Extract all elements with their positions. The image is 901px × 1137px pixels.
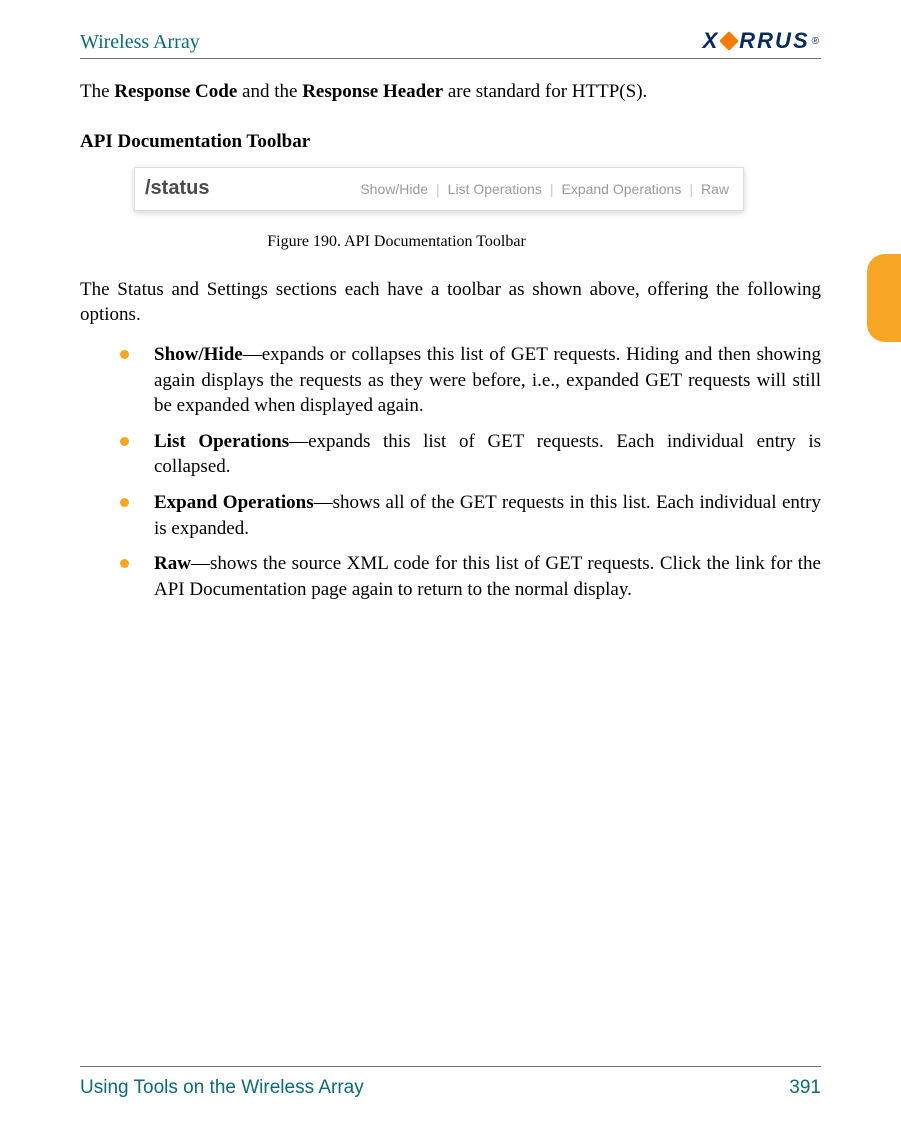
footer-left: Using Tools on the Wireless Array bbox=[80, 1077, 364, 1099]
bullet-desc: —expands or collapses this list of GET r… bbox=[154, 344, 821, 416]
logo: X RRUS ® bbox=[703, 28, 821, 54]
figure-caption: Figure 190. API Documentation Toolbar bbox=[26, 233, 767, 251]
logo-prefix: X bbox=[703, 28, 720, 54]
toolbar-link-list: List Operations bbox=[448, 181, 542, 197]
bullet-term: Show/Hide bbox=[154, 344, 243, 365]
paragraph-after-figure: The Status and Settings sections each ha… bbox=[80, 277, 821, 328]
footer-page-number: 391 bbox=[789, 1077, 821, 1099]
toolbar-path: /status bbox=[145, 177, 209, 200]
side-tab bbox=[867, 254, 901, 342]
list-item: List Operations—expands this list of GET… bbox=[120, 429, 821, 480]
bullet-list: Show/Hide—expands or collapses this list… bbox=[80, 342, 821, 603]
logo-dot-icon bbox=[719, 31, 739, 51]
bullet-term: List Operations bbox=[154, 431, 289, 452]
toolbar-sep-icon: | bbox=[436, 181, 440, 197]
page: Wireless Array X RRUS ® The Response Cod… bbox=[0, 0, 901, 1137]
bullet-term: Expand Operations bbox=[154, 492, 314, 513]
intro-pre: The bbox=[80, 81, 114, 102]
intro-mid: and the bbox=[237, 81, 302, 102]
bullet-desc: —shows the source XML code for this list… bbox=[154, 553, 821, 600]
toolbar-link-expand: Expand Operations bbox=[561, 181, 681, 197]
toolbar-links: Show/Hide | List Operations | Expand Ope… bbox=[360, 181, 729, 197]
list-item: Show/Hide—expands or collapses this list… bbox=[120, 342, 821, 419]
toolbar-link-showhide: Show/Hide bbox=[360, 181, 428, 197]
section-heading: API Documentation Toolbar bbox=[80, 131, 821, 153]
intro-term-1: Response Code bbox=[114, 81, 237, 102]
intro-paragraph: The Response Code and the Response Heade… bbox=[80, 79, 821, 105]
list-item: Raw—shows the source XML code for this l… bbox=[120, 551, 821, 602]
header-title: Wireless Array bbox=[80, 31, 200, 54]
logo-text: X RRUS ® bbox=[703, 28, 821, 54]
intro-term-2: Response Header bbox=[302, 81, 443, 102]
logo-suffix: RRUS bbox=[739, 28, 809, 54]
toolbar-sep-icon: | bbox=[550, 181, 554, 197]
toolbar-screenshot: /status Show/Hide | List Operations | Ex… bbox=[134, 167, 744, 211]
logo-registered: ® bbox=[812, 36, 821, 47]
page-footer: Using Tools on the Wireless Array 391 bbox=[80, 1066, 821, 1099]
page-header: Wireless Array X RRUS ® bbox=[80, 28, 821, 59]
bullet-term: Raw bbox=[154, 553, 191, 574]
figure: /status Show/Hide | List Operations | Ex… bbox=[134, 167, 744, 211]
toolbar-link-raw: Raw bbox=[701, 181, 729, 197]
toolbar-sep-icon: | bbox=[689, 181, 693, 197]
list-item: Expand Operations—shows all of the GET r… bbox=[120, 490, 821, 541]
intro-post: are standard for HTTP(S). bbox=[443, 81, 647, 102]
